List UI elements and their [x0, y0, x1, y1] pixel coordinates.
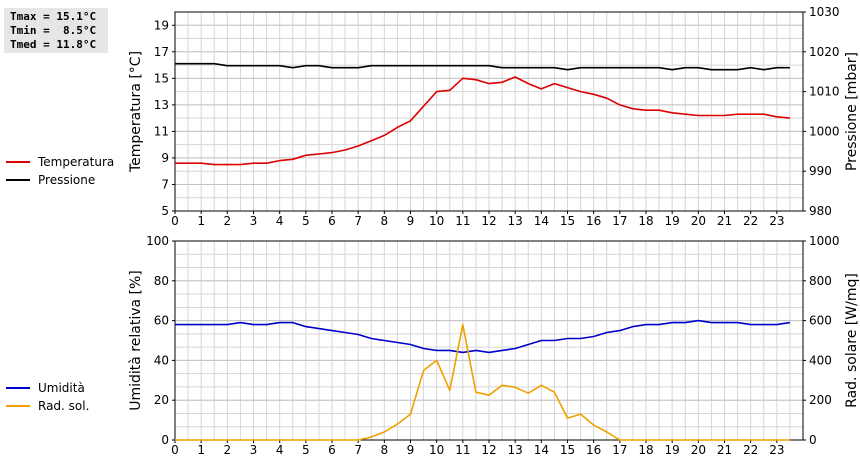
y-tick-label: 20: [154, 393, 169, 407]
y2-axis-label: Pressione [mbar]: [844, 52, 860, 171]
y-tick-label: 80: [154, 274, 169, 288]
x-tick-label: 17: [612, 443, 627, 457]
y-tick-label: 5: [161, 204, 169, 218]
x-tick-label: 16: [586, 443, 601, 457]
y2-tick-label: 200: [809, 393, 832, 407]
x-tick-label: 1: [197, 443, 205, 457]
stats-tmin: Tmin = 8.5°C: [10, 24, 97, 37]
y-tick-label: 100: [146, 234, 169, 248]
stats-tmax: Tmax = 15.1°C: [10, 10, 97, 23]
x-tick-label: 13: [508, 443, 523, 457]
x-tick-label: 10: [429, 443, 444, 457]
series-line-rad-sol: [175, 323, 790, 441]
y2-tick-label: 1030: [809, 5, 840, 19]
y2-tick-label: 1000: [809, 124, 840, 138]
x-tick-label: 13: [508, 214, 523, 228]
x-tick-label: 0: [171, 214, 179, 228]
x-tick-label: 0: [171, 443, 179, 457]
legend-label: Pressione: [38, 173, 95, 187]
y-tick-label: 0: [161, 433, 169, 447]
y-tick-label: 9: [161, 151, 169, 165]
y-tick-label: 19: [154, 18, 169, 32]
y2-tick-label: 980: [809, 204, 832, 218]
y2-tick-label: 1010: [809, 85, 840, 99]
x-tick-label: 2: [224, 214, 232, 228]
x-tick-label: 9: [407, 214, 415, 228]
y-tick-label: 40: [154, 353, 169, 367]
grid: [174, 11, 804, 212]
x-tick-label: 7: [354, 443, 362, 457]
x-tick-label: 18: [638, 214, 653, 228]
stats-box: Tmax = 15.1°C Tmin = 8.5°C Tmed = 11.8°C: [4, 8, 108, 53]
x-tick-label: 19: [665, 443, 680, 457]
x-tick-label: 19: [665, 214, 680, 228]
y2-tick-label: 400: [809, 353, 832, 367]
x-tick-label: 8: [381, 214, 389, 228]
x-tick-label: 12: [481, 214, 496, 228]
x-tick-label: 14: [534, 443, 549, 457]
x-tick-label: 12: [481, 443, 496, 457]
chart-panel-2: 0 1 2 3 4 5 6 7 8 9 10 11 12 13 14 15 16 17 18 19 20 21 22 2302…: [6, 234, 860, 457]
legend-label: Temperatura: [37, 155, 114, 169]
x-tick-label: 7: [354, 214, 362, 228]
y-tick-label: 60: [154, 314, 169, 328]
x-tick-label: 20: [691, 443, 706, 457]
y2-tick-label: 1000: [809, 234, 840, 248]
legend-label: Rad. sol.: [38, 399, 89, 413]
x-tick-label: 5: [302, 443, 310, 457]
x-tick-label: 10: [429, 214, 444, 228]
y-tick-label: 17: [154, 45, 169, 59]
x-tick-label: 3: [250, 214, 258, 228]
x-tick-label: 15: [560, 443, 575, 457]
y2-tick-label: 1020: [809, 45, 840, 59]
x-tick-label: 6: [328, 443, 336, 457]
y-tick-label: 7: [161, 177, 169, 191]
y-tick-label: 15: [154, 71, 169, 85]
x-tick-label: 23: [769, 214, 784, 228]
x-tick-label: 22: [743, 443, 758, 457]
grid: [174, 240, 804, 441]
x-tick-label: 2: [224, 443, 232, 457]
y2-axis-label: Rad. solare [W/mq]: [844, 273, 860, 408]
x-tick-label: 23: [769, 443, 784, 457]
x-tick-label: 15: [560, 214, 575, 228]
x-tick-label: 21: [717, 214, 732, 228]
y-tick-label: 11: [154, 124, 169, 138]
x-tick-label: 8: [381, 443, 389, 457]
x-tick-label: 20: [691, 214, 706, 228]
series-line-umidit: [175, 319, 791, 354]
y2-tick-label: 800: [809, 274, 832, 288]
y2-tick-label: 0: [809, 433, 817, 447]
x-tick-label: 3: [250, 443, 258, 457]
y-tick-label: 13: [154, 98, 169, 112]
x-tick-label: 21: [717, 443, 732, 457]
x-tick-label: 1: [197, 214, 205, 228]
stats-tmed: Tmed = 11.8°C: [10, 38, 97, 51]
y2-tick-label: 990: [809, 164, 832, 178]
x-tick-label: 5: [302, 214, 310, 228]
x-tick-label: 16: [586, 214, 601, 228]
legend-label: Umidità: [38, 381, 85, 395]
series-line-pressione: [175, 62, 790, 71]
y-axis-label: Umidità relativa [%]: [128, 270, 144, 411]
x-tick-label: 11: [455, 214, 470, 228]
x-tick-label: 17: [612, 214, 627, 228]
x-tick-label: 14: [534, 214, 549, 228]
x-tick-label: 11: [455, 443, 470, 457]
y-axis-label: Temperatura [°C]: [128, 51, 144, 173]
chart-panel-1: 0 1 2 3 4 5 6 7 8 9 10 11 12 13 14 15 16 17 18 19 20 21 22 2357…: [6, 5, 860, 228]
x-tick-label: 6: [328, 214, 336, 228]
x-tick-label: 9: [407, 443, 415, 457]
y2-tick-label: 600: [809, 314, 832, 328]
x-tick-label: 22: [743, 214, 758, 228]
x-tick-label: 4: [276, 214, 284, 228]
x-tick-label: 18: [638, 443, 653, 457]
x-tick-label: 4: [276, 443, 284, 457]
series-line-temperatura: [175, 76, 790, 166]
